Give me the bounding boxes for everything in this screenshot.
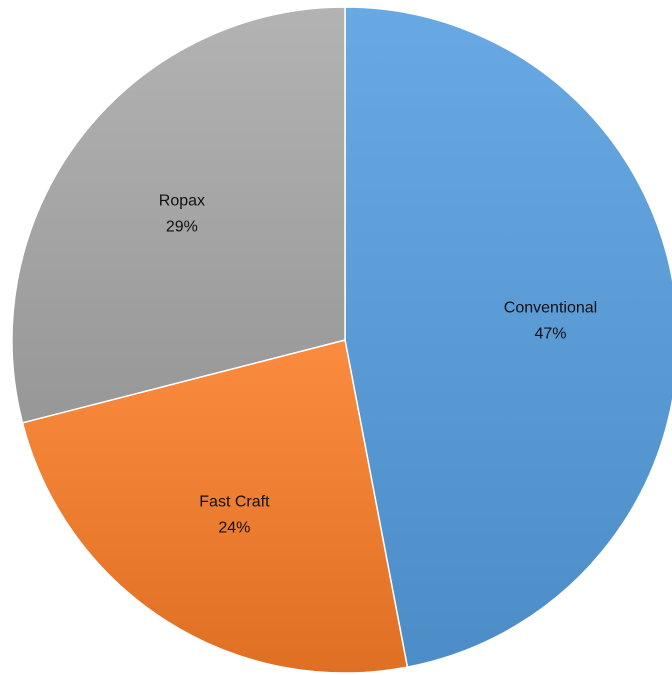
pie-slice-conventional (344, 6, 672, 668)
slice-value-conventional: 47% (534, 326, 566, 343)
pie-slices (11, 6, 672, 674)
slice-label-ropax: Ropax (159, 193, 205, 210)
slice-value-ropax: 29% (166, 219, 198, 236)
slice-label-fast-craft: Fast Craft (199, 493, 270, 510)
slice-value-fast-craft: 24% (218, 519, 250, 536)
pie-slice-fast-craft (21, 339, 409, 674)
pie-slice-ropax (11, 6, 346, 424)
slice-label-conventional: Conventional (504, 300, 597, 317)
pie-labels: Conventional 47% Fast Craft 24% Ropax 29% (159, 193, 597, 537)
